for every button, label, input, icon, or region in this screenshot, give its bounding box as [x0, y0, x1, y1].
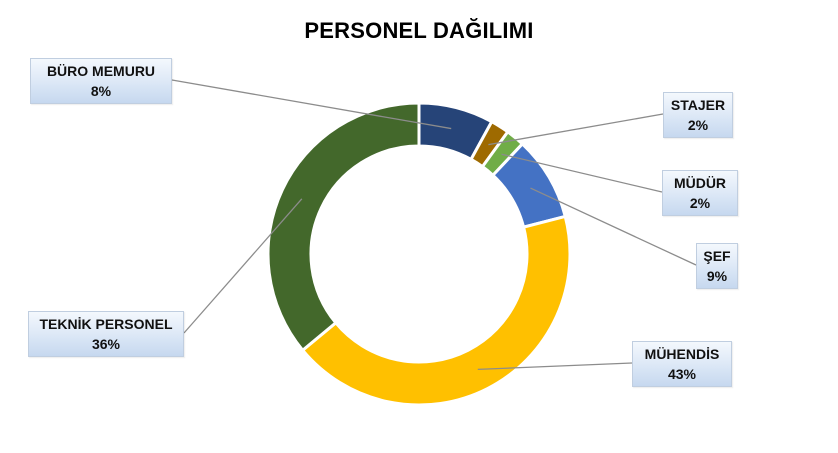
- leader-line-stajer: [488, 113, 664, 146]
- donut-slices: [266, 101, 572, 407]
- leader-line-büro-memuru: [171, 79, 452, 130]
- slice-mühendi̇s: [300, 214, 572, 407]
- label-teknik-personel-name: TEKNİK PERSONEL: [39, 316, 173, 332]
- leader-line-şef: [530, 187, 697, 266]
- label-buro-memuru-percent: 8%: [90, 83, 112, 99]
- label-mudur: MÜDÜR 2%: [662, 170, 738, 216]
- leader-line-müdür: [501, 153, 663, 193]
- leader-line-mühendi̇s: [477, 362, 633, 371]
- label-teknik-personel-percent: 36%: [91, 336, 121, 352]
- chart-title: PERSONEL DAĞILIMI: [304, 18, 534, 43]
- label-stajer-name: STAJER: [670, 97, 726, 113]
- label-muhendis-name: MÜHENDİS: [644, 346, 720, 362]
- label-stajer: STAJER 2%: [663, 92, 733, 138]
- leader-lines: [171, 79, 697, 371]
- label-sef: ŞEF 9%: [696, 243, 738, 289]
- label-muhendis-percent: 43%: [667, 366, 697, 382]
- label-sef-name: ŞEF: [703, 248, 731, 264]
- label-sef-percent: 9%: [706, 268, 728, 284]
- leader-line-tekni̇k-personel: [183, 198, 303, 334]
- label-buro-memuru-name: BÜRO MEMURU: [46, 63, 156, 79]
- label-teknik-personel: TEKNİK PERSONEL 36%: [28, 311, 184, 357]
- label-buro-memuru: BÜRO MEMURU 8%: [30, 58, 172, 104]
- label-stajer-percent: 2%: [687, 117, 709, 133]
- label-mudur-percent: 2%: [689, 195, 711, 211]
- slice-tekni̇k-personel: [266, 101, 421, 353]
- label-muhendis: MÜHENDİS 43%: [632, 341, 732, 387]
- label-mudur-name: MÜDÜR: [673, 175, 727, 191]
